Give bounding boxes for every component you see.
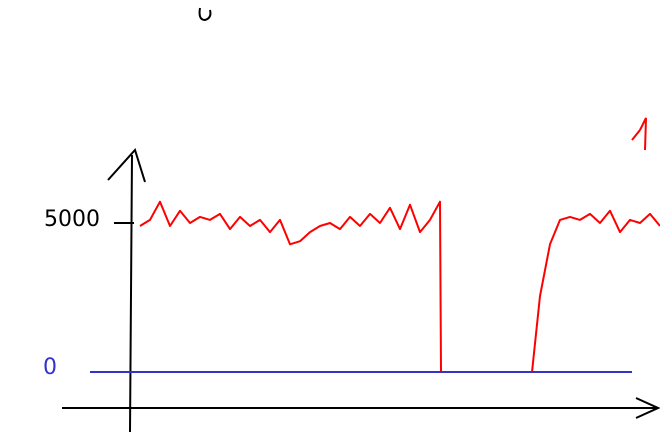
y-tick-label: 5000 bbox=[44, 207, 100, 232]
sketch-fragment bbox=[200, 8, 211, 20]
y-axis bbox=[108, 150, 145, 432]
x-axis bbox=[62, 398, 658, 418]
series-line bbox=[140, 202, 660, 372]
y-tick-label: 0 bbox=[43, 355, 57, 380]
sketch-fragment bbox=[632, 118, 646, 150]
chart: 5000 0 bbox=[0, 0, 660, 433]
